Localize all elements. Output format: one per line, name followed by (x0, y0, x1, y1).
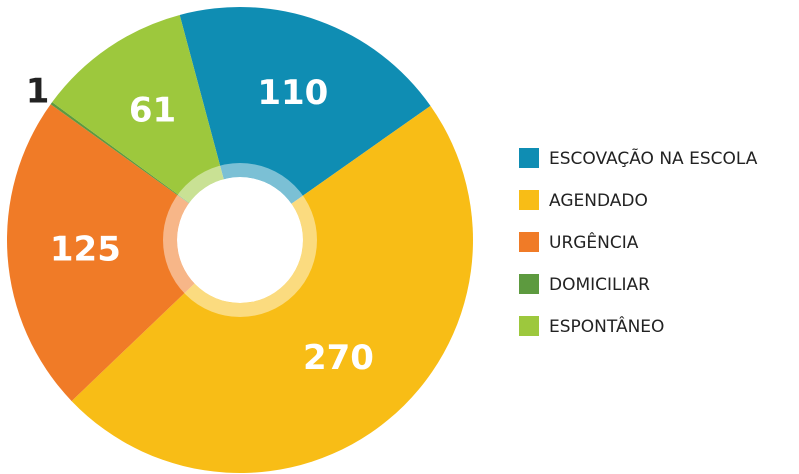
donut-ring (163, 163, 317, 317)
legend-label: DOMICILIAR (549, 275, 650, 295)
legend-swatch (519, 316, 539, 336)
legend-label: ESCOVAÇÃO NA ESCOLA (549, 147, 758, 169)
legend-swatch (519, 148, 539, 168)
data-label: 270 (303, 338, 374, 378)
legend-swatch (519, 274, 539, 294)
legend-swatch (519, 232, 539, 252)
donut-slice (52, 14, 240, 240)
donut-slice (7, 104, 241, 402)
legend-label: AGENDADO (549, 191, 648, 211)
legend-label: URGÊNCIA (549, 231, 639, 253)
data-label: 110 (257, 73, 328, 113)
data-label: 1 (26, 72, 50, 112)
donut-hole (177, 177, 303, 303)
data-label: 125 (50, 229, 121, 269)
legend-swatch (519, 190, 539, 210)
data-label: 61 (129, 91, 176, 131)
legend-label: ESPONTÂNEO (549, 315, 664, 337)
